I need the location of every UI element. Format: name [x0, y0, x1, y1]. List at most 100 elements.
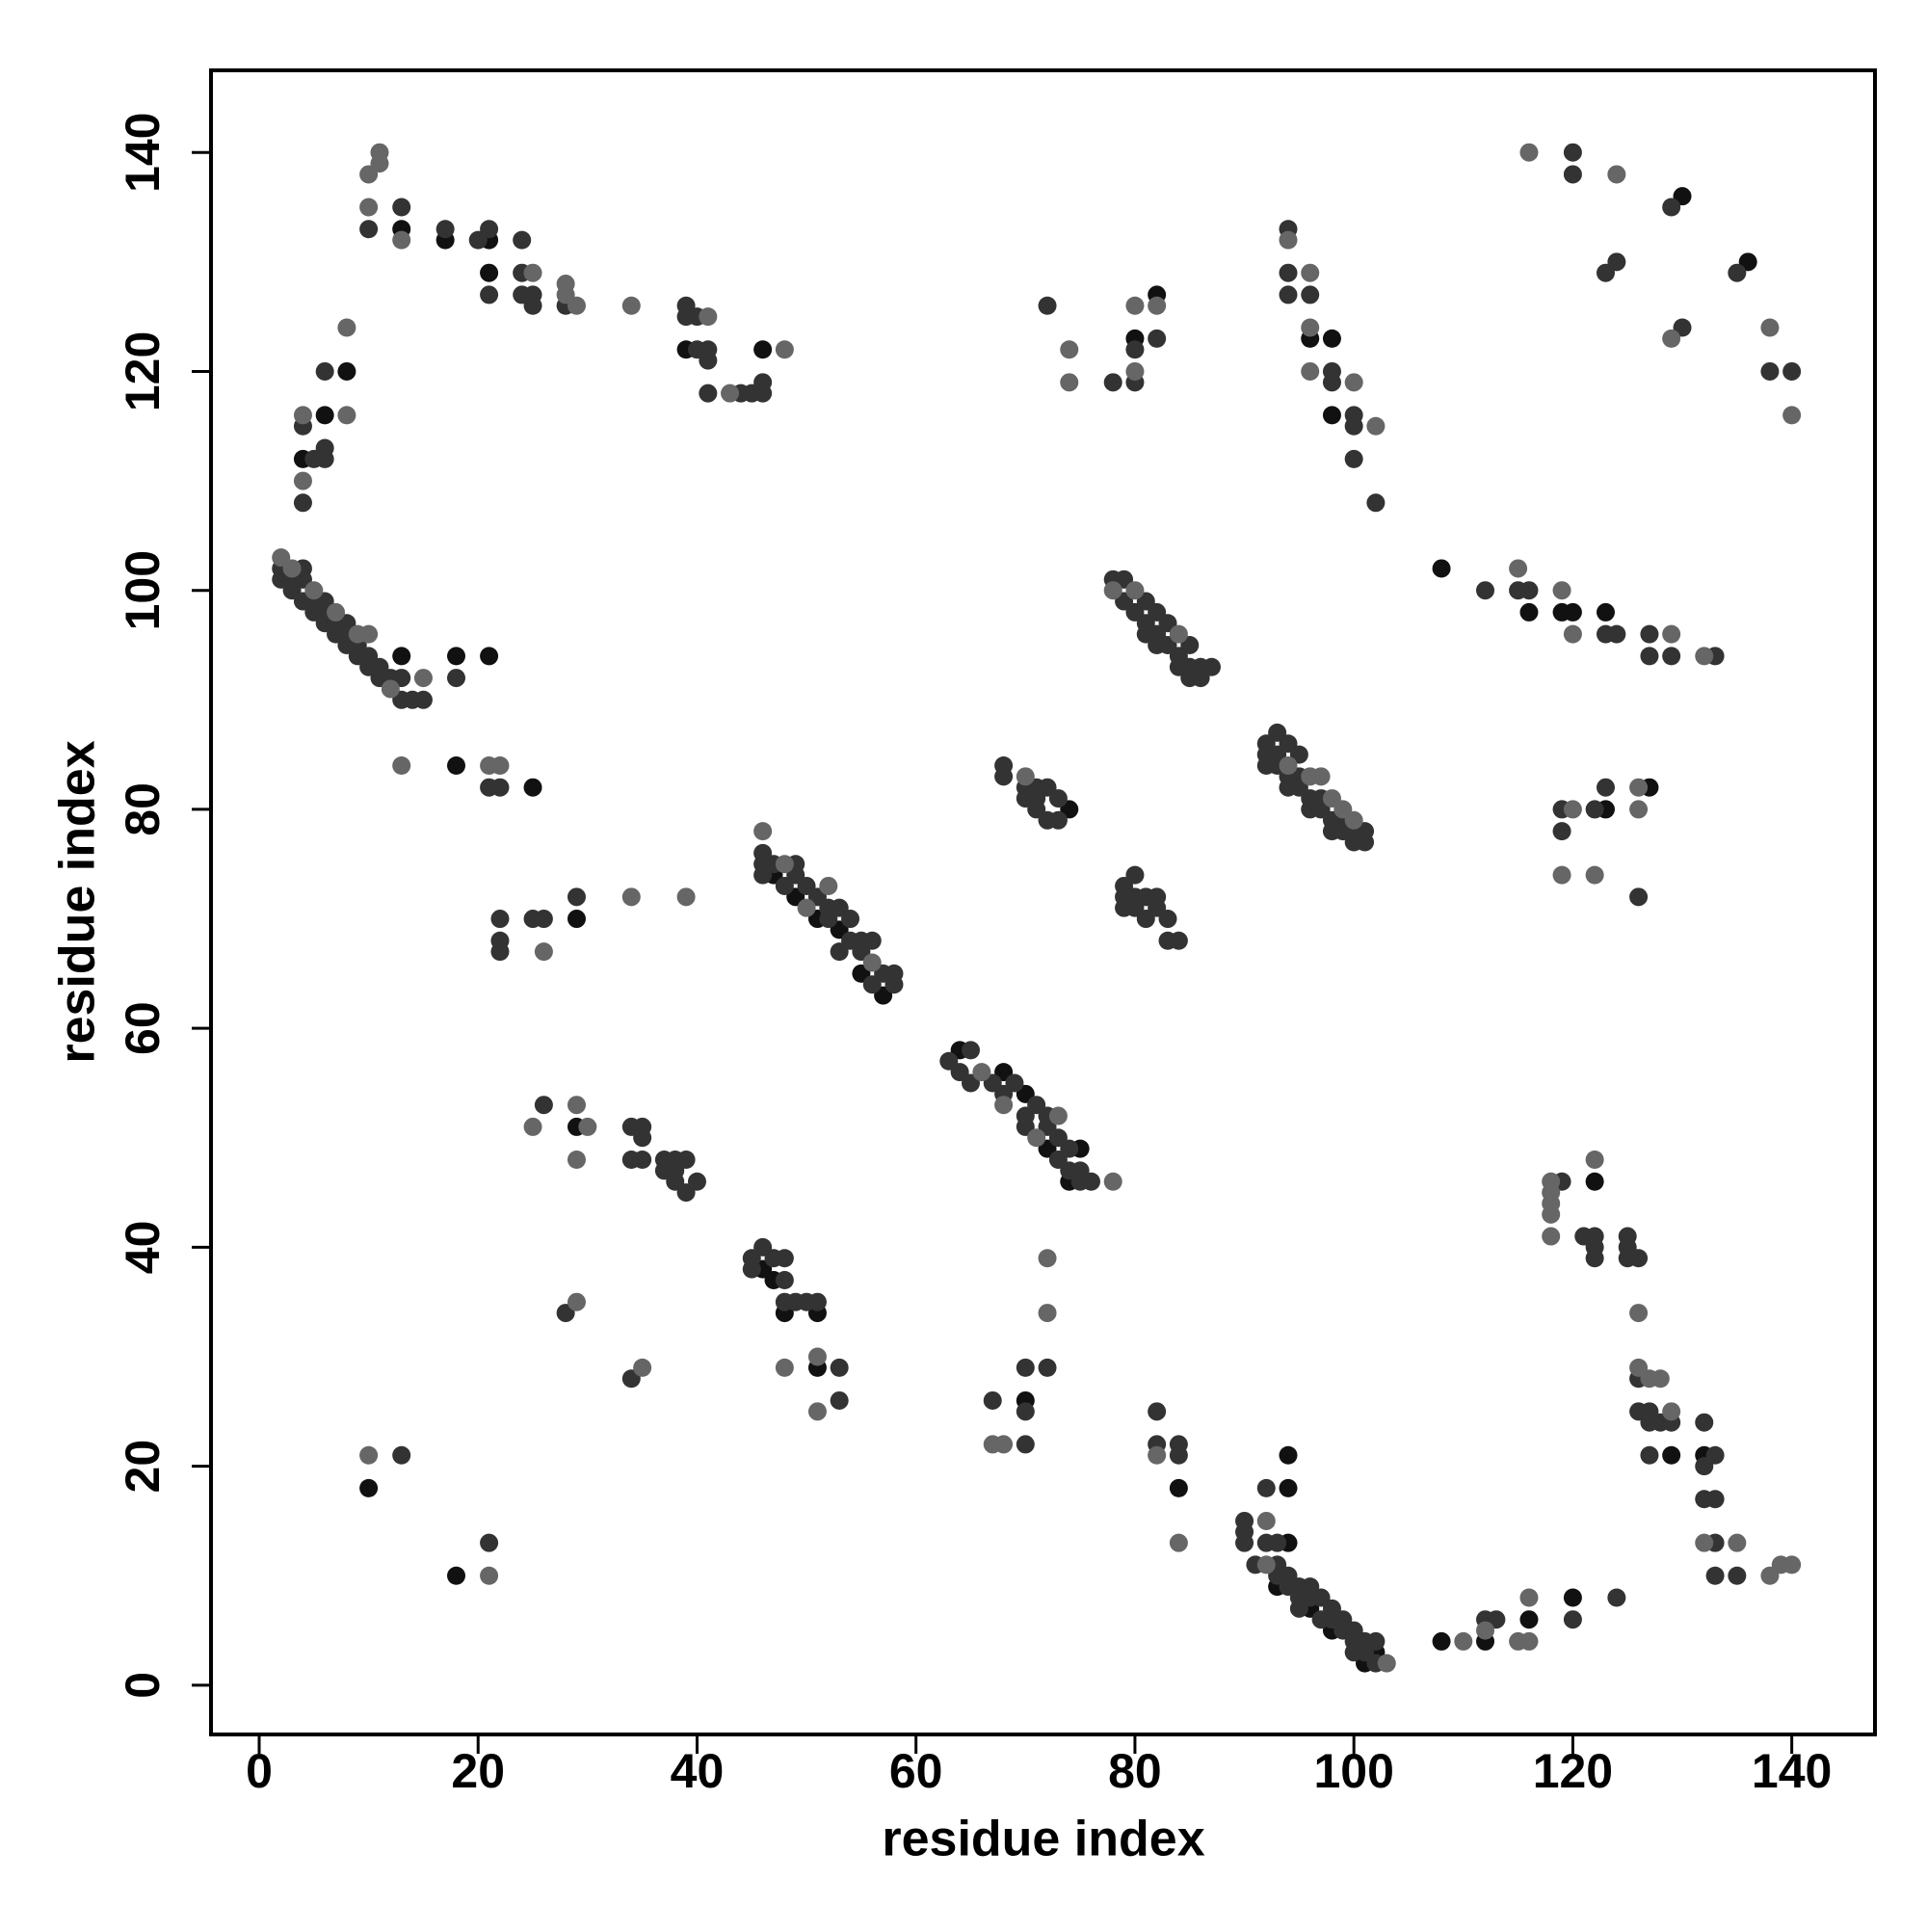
- point: [753, 340, 773, 359]
- point: [327, 602, 346, 622]
- point: [1760, 361, 1780, 381]
- x-tick-label: 60: [889, 1744, 943, 1798]
- point: [1038, 1304, 1057, 1323]
- point: [513, 230, 532, 250]
- point: [447, 755, 466, 775]
- point: [1552, 581, 1571, 600]
- point: [775, 340, 794, 359]
- point: [1301, 263, 1320, 282]
- point: [1279, 755, 1298, 775]
- point: [841, 910, 860, 929]
- point: [1629, 1304, 1649, 1323]
- point: [1125, 296, 1145, 315]
- point: [721, 384, 740, 403]
- point: [1563, 1588, 1582, 1607]
- x-tick-label: 120: [1533, 1744, 1613, 1798]
- point: [1662, 624, 1681, 644]
- point: [1454, 1631, 1473, 1651]
- point: [480, 647, 499, 666]
- point: [1607, 252, 1626, 272]
- point: [1005, 1073, 1024, 1093]
- point: [830, 1358, 849, 1377]
- x-axis-title: residue index: [882, 1812, 1204, 1867]
- point: [534, 910, 553, 929]
- point: [1640, 624, 1659, 644]
- point: [1519, 581, 1539, 600]
- point: [1125, 361, 1145, 381]
- point: [1027, 1128, 1046, 1148]
- point: [337, 318, 356, 337]
- point: [699, 307, 718, 327]
- point: [1552, 865, 1571, 885]
- point: [1509, 559, 1528, 578]
- point: [1432, 559, 1451, 578]
- point: [1148, 1445, 1167, 1465]
- y-tick-label: 0: [116, 1672, 170, 1699]
- point: [962, 1041, 981, 1060]
- point: [1519, 1588, 1539, 1607]
- point: [480, 285, 499, 304]
- point: [1650, 1369, 1670, 1389]
- point: [1377, 1654, 1396, 1673]
- point: [1038, 296, 1057, 315]
- point: [1366, 416, 1386, 436]
- point: [1060, 1139, 1079, 1158]
- point: [480, 1533, 499, 1552]
- point: [1607, 165, 1626, 184]
- point: [1279, 230, 1298, 250]
- point: [359, 1445, 379, 1465]
- point: [1705, 1566, 1725, 1585]
- point: [567, 887, 586, 907]
- point: [1519, 1631, 1539, 1651]
- point: [819, 876, 838, 895]
- point: [1279, 1445, 1298, 1465]
- point: [293, 471, 312, 490]
- point: [447, 647, 466, 666]
- point: [337, 361, 356, 381]
- point: [490, 778, 510, 797]
- point: [1519, 602, 1539, 622]
- point: [1301, 318, 1320, 337]
- point: [392, 230, 411, 250]
- point: [633, 1358, 652, 1377]
- point: [1038, 1358, 1057, 1377]
- point: [1169, 1478, 1188, 1497]
- point: [1629, 887, 1649, 907]
- point: [392, 755, 411, 775]
- point: [447, 669, 466, 688]
- point: [1782, 1555, 1802, 1575]
- point: [1782, 361, 1802, 381]
- point: [1103, 373, 1122, 392]
- point: [1629, 1249, 1649, 1268]
- point: [1256, 1555, 1276, 1575]
- point: [1060, 373, 1079, 392]
- point: [1048, 1106, 1068, 1125]
- point: [1563, 1610, 1582, 1629]
- point: [1476, 1621, 1495, 1640]
- point: [578, 1117, 597, 1136]
- point: [633, 1151, 652, 1170]
- point: [1596, 602, 1615, 622]
- point: [1060, 340, 1079, 359]
- point: [1169, 931, 1188, 950]
- point: [1662, 1402, 1681, 1421]
- point: [1640, 647, 1659, 666]
- point: [1563, 624, 1582, 644]
- point: [315, 361, 334, 381]
- point: [862, 953, 882, 972]
- point: [1629, 778, 1649, 797]
- point: [293, 493, 312, 513]
- point: [480, 263, 499, 282]
- point: [1585, 800, 1604, 819]
- y-tick-label: 60: [116, 1001, 170, 1055]
- point: [1705, 1490, 1725, 1509]
- point: [830, 1390, 849, 1410]
- point: [753, 822, 773, 841]
- point: [1629, 800, 1649, 819]
- point: [1268, 1533, 1287, 1552]
- point: [523, 778, 542, 797]
- x-tick-label: 0: [246, 1744, 273, 1798]
- y-tick-label: 80: [116, 782, 170, 836]
- point: [1344, 416, 1363, 436]
